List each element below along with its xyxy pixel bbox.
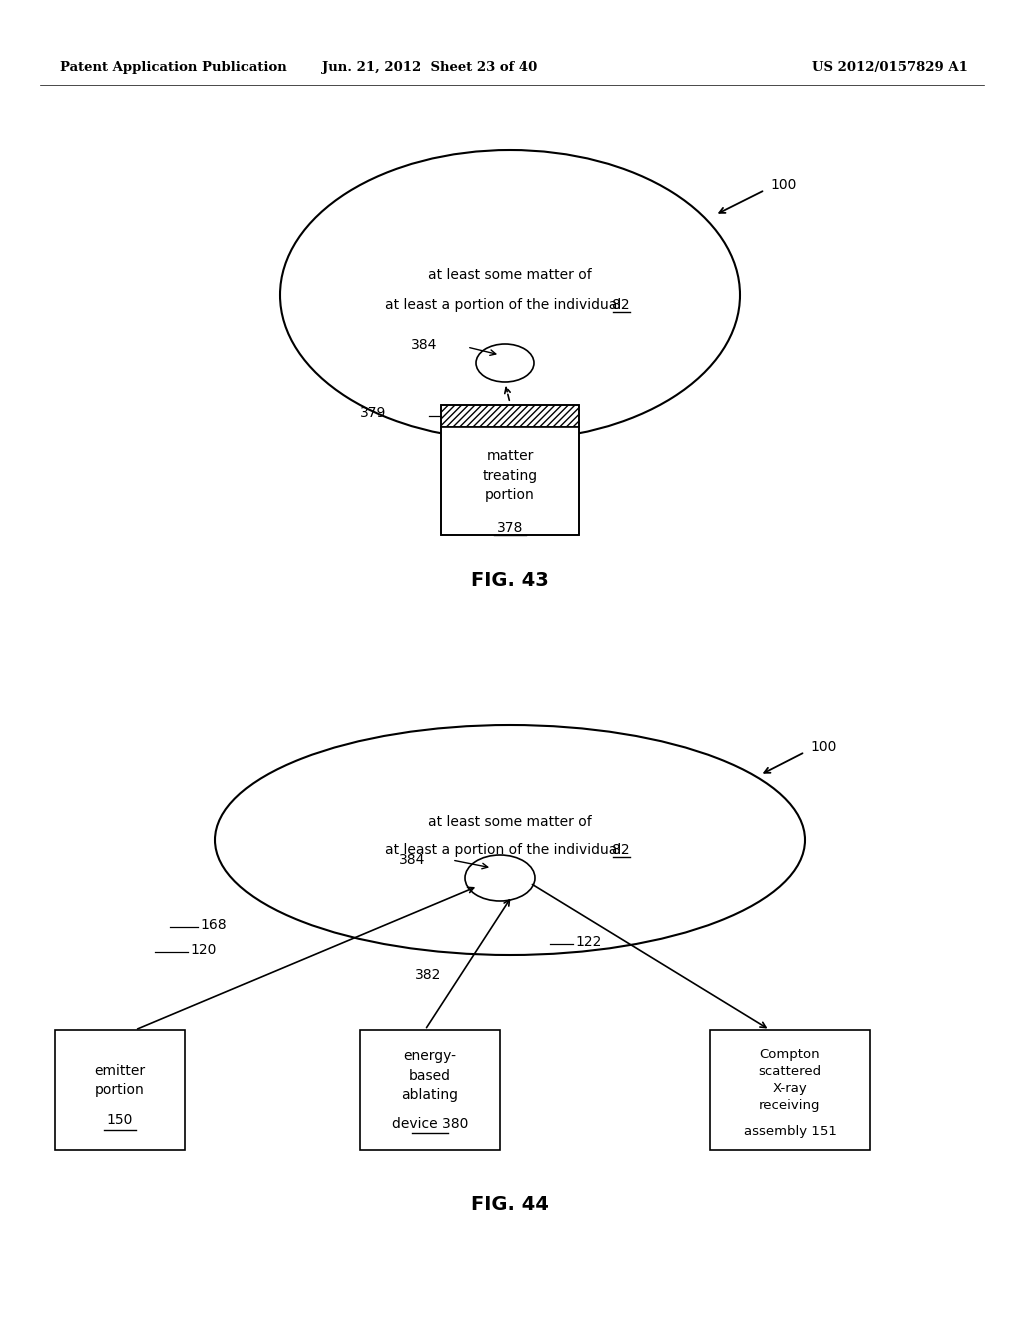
Text: US 2012/0157829 A1: US 2012/0157829 A1: [812, 62, 968, 74]
Text: 100: 100: [770, 178, 797, 191]
Text: FIG. 44: FIG. 44: [471, 1196, 549, 1214]
Text: 122: 122: [575, 935, 601, 949]
Ellipse shape: [465, 855, 535, 902]
Text: 150: 150: [106, 1113, 133, 1127]
Text: assembly 151: assembly 151: [743, 1126, 837, 1138]
Text: 384: 384: [411, 338, 437, 352]
Text: 382: 382: [415, 968, 441, 982]
Bar: [441, 405, 579, 535]
Bar: [441, 426, 579, 535]
Text: FIG. 43: FIG. 43: [471, 570, 549, 590]
Text: at least some matter of: at least some matter of: [428, 268, 592, 282]
Bar: [441, 405, 579, 426]
Bar: [710, 1030, 870, 1150]
Text: emitter
portion: emitter portion: [94, 1064, 145, 1097]
Text: at least a portion of the individual: at least a portion of the individual: [385, 298, 626, 312]
Text: Patent Application Publication: Patent Application Publication: [60, 62, 287, 74]
Text: at least some matter of: at least some matter of: [428, 814, 592, 829]
Text: 82: 82: [612, 298, 630, 312]
Text: matter
treating
portion: matter treating portion: [482, 449, 538, 502]
Text: 379: 379: [359, 407, 386, 420]
Text: at least a portion of the individual: at least a portion of the individual: [385, 843, 626, 857]
Ellipse shape: [476, 345, 534, 381]
Text: 100: 100: [810, 741, 837, 754]
Text: Jun. 21, 2012  Sheet 23 of 40: Jun. 21, 2012 Sheet 23 of 40: [323, 62, 538, 74]
Text: 168: 168: [200, 917, 226, 932]
Text: 384: 384: [398, 853, 425, 867]
Text: device 380: device 380: [392, 1117, 468, 1131]
Text: 82: 82: [612, 843, 630, 857]
Text: 120: 120: [190, 942, 216, 957]
Text: Compton
scattered
X-ray
receiving: Compton scattered X-ray receiving: [759, 1048, 821, 1113]
Text: 378: 378: [497, 520, 523, 535]
Text: energy-
based
ablating: energy- based ablating: [401, 1049, 459, 1102]
Bar: [55, 1030, 185, 1150]
Bar: [360, 1030, 500, 1150]
